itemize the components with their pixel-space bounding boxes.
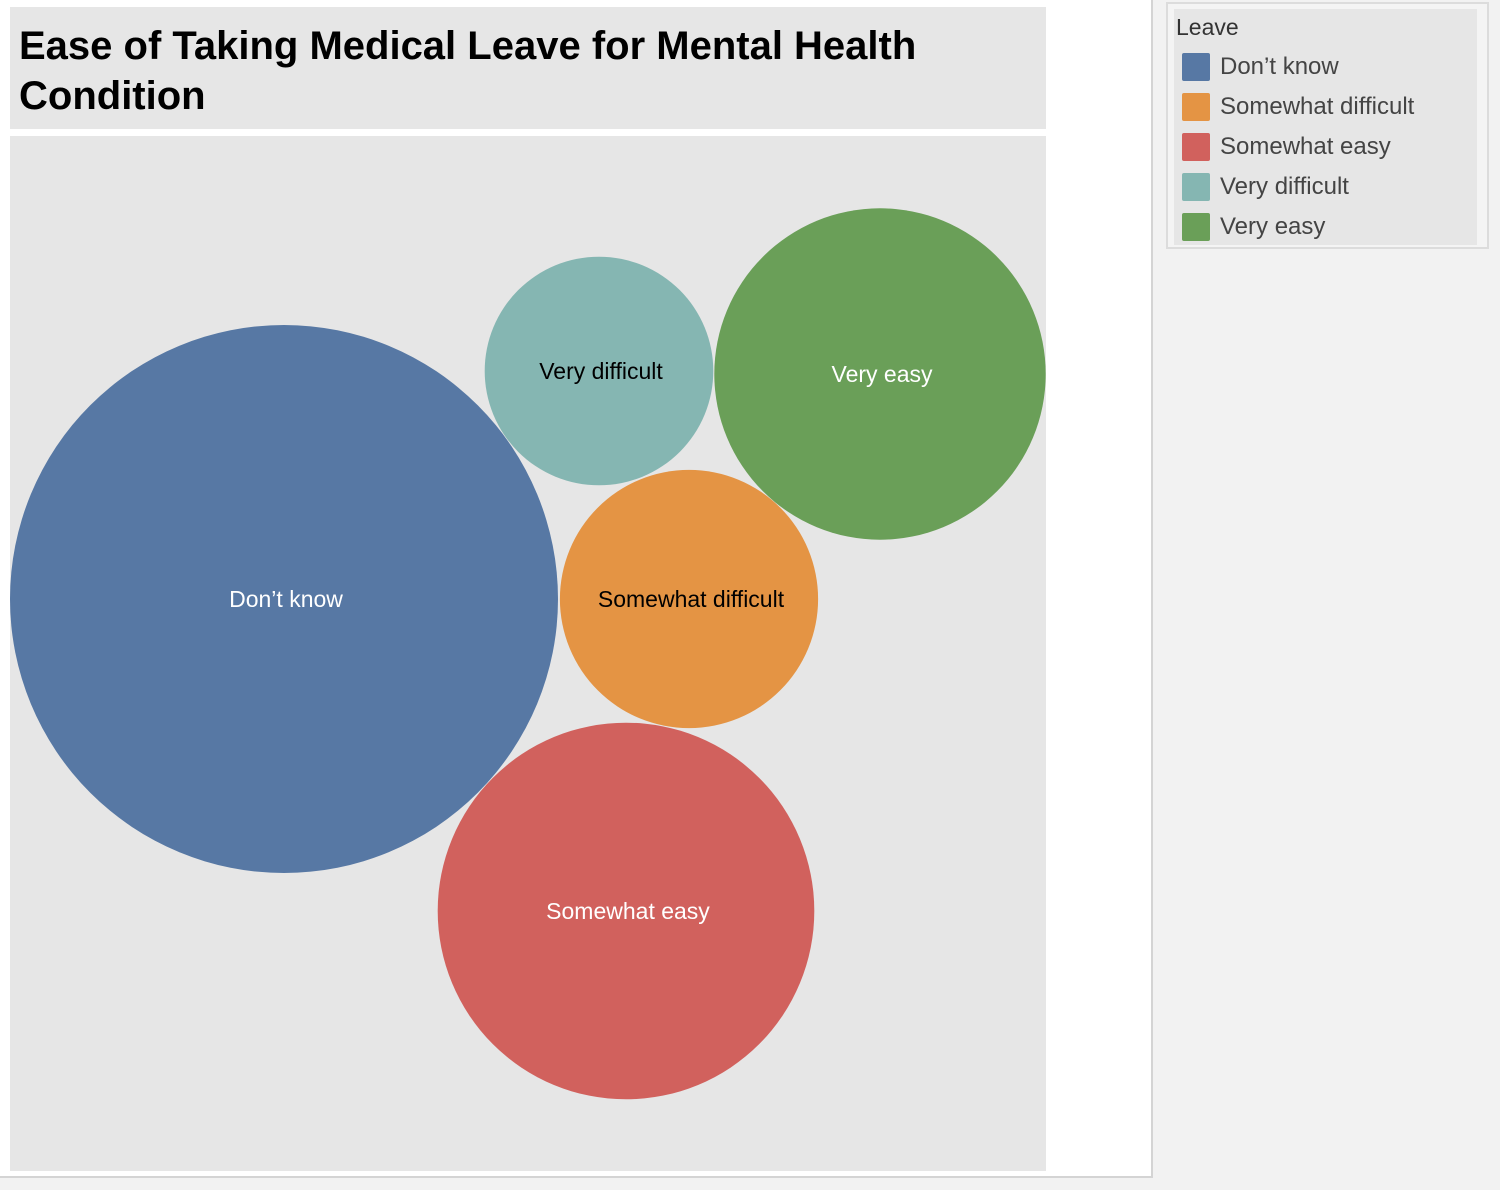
legend-item-somewhat-easy[interactable]: Somewhat easy [1182,132,1391,162]
title-pane: Ease of Taking Medical Leave for Mental … [10,7,1046,129]
legend-label: Somewhat difficult [1220,93,1415,120]
bubble-group-somewhat-easy[interactable]: Somewhat easy [437,722,815,1100]
chart-title: Ease of Taking Medical Leave for Mental … [19,24,917,118]
bubble-group-somewhat-difficult[interactable]: Somewhat difficult [559,469,819,729]
bubble-somewhat-easy[interactable] [437,722,815,1100]
dashboard: Ease of Taking Medical Leave for Mental … [0,0,1153,1178]
bubble-don-t-know[interactable] [10,325,558,873]
legend-label: Very difficult [1220,173,1349,200]
legend-body: Leave Don’t know Somewhat difficult Somewh… [1174,9,1477,245]
bubble-group-very-easy[interactable]: Very easy [714,208,1046,540]
legend: Leave Don’t know Somewhat difficult Somewh… [1166,2,1489,249]
legend-title: Leave [1176,14,1239,40]
legend-label: Somewhat easy [1220,133,1391,160]
bubble-somewhat-difficult[interactable] [559,469,819,729]
legend-swatch [1182,93,1210,121]
legend-swatch [1182,53,1210,81]
bubble-label-somewhat-easy: Somewhat easy [546,898,710,924]
legend-label: Don’t know [1220,53,1339,80]
bubble-label-don-t-know: Don’t know [229,586,343,612]
legend-item-don-t-know[interactable]: Don’t know [1182,52,1339,82]
bubble-very-difficult[interactable] [484,256,714,486]
chart-pane: Don’t know Somewhat easy Very easy Somewhat… [10,136,1046,1171]
bubble-group-very-difficult[interactable]: Very difficult [484,256,714,486]
bubble-label-very-difficult: Very difficult [539,358,663,384]
legend-swatch [1182,133,1210,161]
legend-item-very-easy[interactable]: Very easy [1182,212,1325,242]
bubble-label-very-easy: Very easy [832,361,933,387]
bubble-very-easy[interactable] [714,208,1046,540]
legend-label: Very easy [1220,213,1326,240]
bubble-group-don-t-know[interactable]: Don’t know [10,325,558,873]
legend-swatch [1182,213,1210,241]
legend-item-very-difficult[interactable]: Very difficult [1182,172,1349,202]
bubble-chart: Don’t know Somewhat easy Very easy Somewhat… [10,208,1046,1100]
bubble-label-somewhat-difficult: Somewhat difficult [598,586,785,612]
legend-item-somewhat-difficult[interactable]: Somewhat difficult [1182,92,1414,122]
legend-swatch [1182,173,1210,201]
